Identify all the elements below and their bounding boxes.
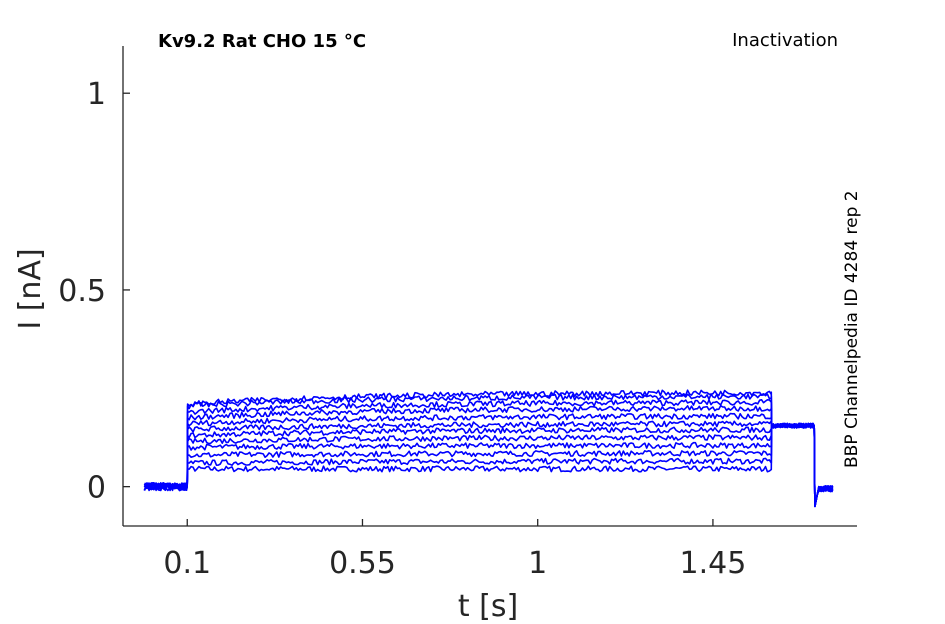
chart-title: Kv9.2 Rat CHO 15 °C [158, 31, 366, 52]
y-axis-label: I [nA] [13, 248, 48, 329]
current-trace [143, 404, 834, 508]
source-label: BBP Channelpedia ID 4284 rep 2 [842, 190, 862, 468]
x-tick-label: 1.45 [680, 546, 747, 581]
current-trace [143, 412, 834, 508]
current-traces [143, 389, 834, 508]
current-trace [143, 420, 834, 508]
x-axis-label: t [s] [458, 589, 518, 624]
x-tick-label: 0.55 [329, 546, 396, 581]
current-trace [143, 398, 834, 508]
current-trace [143, 422, 834, 508]
current-trace [143, 392, 833, 508]
current-trace [143, 422, 834, 508]
current-trace [143, 389, 834, 508]
current-trace [143, 422, 834, 508]
current-trace [143, 422, 834, 508]
y-ticks: 00.51 [58, 77, 130, 506]
current-trace [143, 423, 834, 508]
y-tick-label: 0.5 [58, 274, 106, 309]
x-ticks: 0.1 0.55 1 1.45 [163, 519, 746, 581]
y-tick-label: 0 [87, 471, 106, 506]
x-tick-label: 1 [528, 546, 547, 581]
current-trace [144, 422, 834, 508]
protocol-label: Inactivation [732, 30, 838, 51]
x-tick-label: 0.1 [163, 546, 211, 581]
y-tick-label: 1 [87, 77, 106, 112]
